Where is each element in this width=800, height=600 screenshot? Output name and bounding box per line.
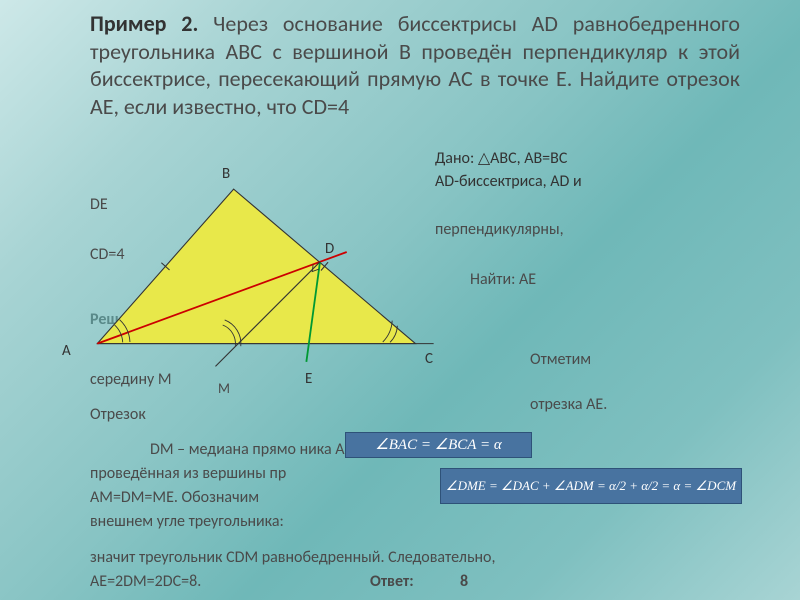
vertex-d: D [325,240,334,258]
vertex-c: C [425,350,433,368]
vnesh-line: внешнем угле треугольника: [90,512,284,531]
angle-equation-2: ∠DME = ∠DAC + ∠ADM = α/2 + α/2 = α = ∠DC… [440,468,742,504]
problem-title: Пример 2. Через основание биссектрисы AD… [90,10,740,120]
otrezok-label: Отрезок [90,405,146,424]
znachit-line: значит треугольник CDM равнобедренный. С… [90,548,495,567]
otrezka-label: отрезка AE. [530,395,607,414]
given-header: Дано: △ABC, AB=BC [435,148,567,168]
find-label: Найти: AE [470,270,536,289]
triangle-diagram [80,180,460,380]
dm-line: DM – медиана прямо ника ADE, [150,440,366,459]
angle-equation-1: ∠BAC = ∠BCA = α [345,432,532,458]
answer-value: 8 [460,572,468,591]
otmetim-label: Отметим [530,350,591,369]
vertex-a: A [62,342,71,360]
m-subscript: M [218,380,230,397]
proved-line: проведённая из вершины пр [90,464,286,483]
vertex-b: B [222,165,230,183]
answer-label: Ответ: [370,572,414,591]
am-line: AM=DM=ME. Обозначим [90,488,259,507]
title-prefix: Пример 2. [90,10,198,37]
ae-line: AE=2DM=2DC=8. [90,572,201,591]
vertex-e: E [305,370,312,388]
